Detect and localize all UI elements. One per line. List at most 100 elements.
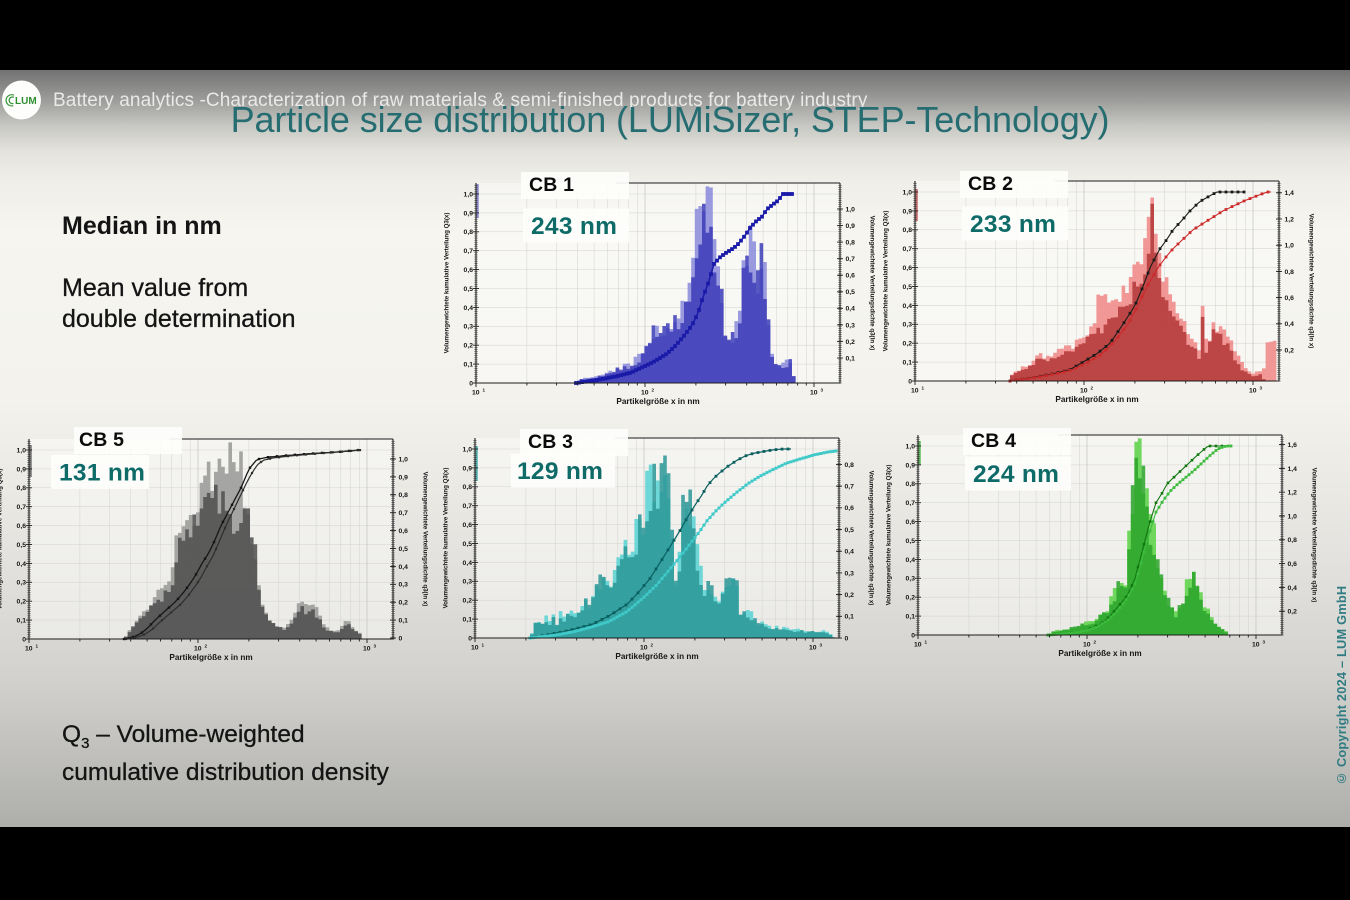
svg-text:0,8: 0,8 — [845, 462, 855, 469]
svg-text:1,0: 1,0 — [399, 456, 409, 463]
svg-text:0,6: 0,6 — [845, 505, 855, 512]
svg-text:Volumengewichtete kumulative V: Volumengewichtete kumulative Verteilung … — [883, 211, 890, 352]
svg-text:0,8: 0,8 — [464, 229, 474, 236]
svg-text:0,9: 0,9 — [464, 210, 474, 217]
svg-text:0,9: 0,9 — [906, 462, 916, 469]
svg-text:0,8: 0,8 — [846, 240, 856, 247]
svg-text:10: 10 — [472, 390, 480, 397]
svg-text:Partikelgröße x in nm: Partikelgröße x in nm — [169, 653, 252, 662]
svg-text:131 nm: 131 nm — [59, 460, 145, 487]
svg-text:0,2: 0,2 — [1288, 609, 1298, 616]
svg-text:0,7: 0,7 — [906, 500, 916, 507]
svg-text:Volumengewichtete Verteilungsd: Volumengewichtete Verteilungsdichte q3(l… — [868, 471, 875, 606]
svg-text:0,8: 0,8 — [399, 492, 409, 499]
svg-text:0,3: 0,3 — [906, 576, 916, 583]
svg-text:0,4: 0,4 — [846, 306, 856, 313]
svg-text:0,1: 0,1 — [399, 618, 409, 625]
svg-text:0,5: 0,5 — [903, 284, 913, 291]
svg-text:CB 4: CB 4 — [971, 430, 1016, 452]
svg-text:0,2: 0,2 — [903, 341, 913, 348]
svg-text:0,4: 0,4 — [1288, 585, 1298, 592]
svg-text:0,1: 0,1 — [906, 614, 916, 621]
svg-text:0,7: 0,7 — [464, 248, 474, 255]
svg-text:3: 3 — [1260, 386, 1263, 391]
svg-text:1,0: 1,0 — [463, 446, 473, 453]
svg-text:10: 10 — [363, 646, 371, 653]
svg-text:0,7: 0,7 — [463, 503, 473, 510]
svg-text:10: 10 — [914, 642, 922, 649]
svg-text:0,2: 0,2 — [17, 599, 27, 606]
svg-text:10: 10 — [641, 390, 649, 397]
svg-text:Volumengewichtete kumulative V: Volumengewichtete kumulative Verteilung … — [444, 213, 451, 354]
svg-text:0: 0 — [468, 635, 472, 642]
svg-text:0,6: 0,6 — [903, 265, 913, 272]
svg-text:0,7: 0,7 — [846, 256, 856, 263]
svg-text:3: 3 — [820, 643, 823, 648]
svg-text:10: 10 — [1083, 642, 1091, 649]
svg-text:2: 2 — [651, 643, 654, 648]
svg-text:3: 3 — [374, 644, 377, 649]
svg-text:10: 10 — [911, 388, 919, 395]
svg-text:0,2: 0,2 — [463, 598, 473, 605]
svg-text:0,4: 0,4 — [17, 561, 27, 568]
svg-text:0,3: 0,3 — [399, 582, 409, 589]
svg-text:0,2: 0,2 — [1285, 347, 1295, 354]
svg-text:2: 2 — [1094, 640, 1097, 645]
svg-text:Volumengewichtete kumulative V: Volumengewichtete kumulative Verteilung … — [443, 468, 450, 609]
svg-text:2: 2 — [205, 644, 208, 649]
svg-text:CB 1: CB 1 — [529, 174, 574, 196]
svg-text:1: 1 — [36, 644, 39, 649]
svg-text:0,5: 0,5 — [17, 542, 27, 549]
svg-text:0,6: 0,6 — [846, 273, 856, 280]
svg-text:Volumengewichtete kumulative V: Volumengewichtete kumulative Verteilung … — [0, 469, 4, 610]
svg-text:0,3: 0,3 — [846, 322, 856, 329]
svg-text:0,2: 0,2 — [845, 592, 855, 599]
svg-text:0,8: 0,8 — [1285, 269, 1295, 276]
svg-text:10: 10 — [1080, 388, 1088, 395]
svg-text:0,4: 0,4 — [1285, 321, 1295, 328]
svg-text:0,6: 0,6 — [1285, 295, 1295, 302]
svg-text:0,3: 0,3 — [463, 579, 473, 586]
svg-text:CB 3: CB 3 — [528, 431, 573, 453]
svg-text:0: 0 — [22, 636, 26, 643]
svg-text:0,5: 0,5 — [463, 541, 473, 548]
svg-text:0,4: 0,4 — [464, 305, 474, 312]
svg-text:0,3: 0,3 — [464, 324, 474, 331]
svg-text:10: 10 — [471, 645, 479, 652]
svg-text:1: 1 — [922, 386, 925, 391]
svg-text:1,0: 1,0 — [464, 191, 474, 198]
svg-text:0,1: 0,1 — [903, 360, 913, 367]
svg-text:0,7: 0,7 — [17, 504, 27, 511]
svg-text:Volumengewichtete kumulative V: Volumengewichtete kumulative Verteilung … — [886, 465, 893, 606]
svg-text:0,4: 0,4 — [845, 549, 855, 556]
svg-text:0,9: 0,9 — [463, 465, 473, 472]
svg-text:1,4: 1,4 — [1288, 466, 1298, 473]
svg-text:CB 2: CB 2 — [968, 173, 1013, 195]
svg-text:1,0: 1,0 — [846, 206, 856, 213]
svg-text:0: 0 — [469, 380, 473, 387]
svg-text:0,6: 0,6 — [464, 267, 474, 274]
svg-text:0,9: 0,9 — [903, 208, 913, 215]
svg-text:0,2: 0,2 — [399, 600, 409, 607]
svg-text:1,4: 1,4 — [1285, 190, 1295, 197]
svg-text:0,2: 0,2 — [464, 343, 474, 350]
svg-text:0,5: 0,5 — [399, 546, 409, 553]
svg-text:LUM: LUM — [15, 96, 37, 107]
svg-text:0,6: 0,6 — [463, 522, 473, 529]
svg-text:10: 10 — [1249, 388, 1257, 395]
svg-text:10: 10 — [809, 645, 817, 652]
svg-text:0,8: 0,8 — [906, 481, 916, 488]
svg-text:0: 0 — [399, 635, 403, 642]
svg-text:0: 0 — [908, 378, 912, 385]
svg-text:3: 3 — [1263, 640, 1266, 645]
svg-text:1,0: 1,0 — [903, 189, 913, 196]
svg-text:0,4: 0,4 — [463, 560, 473, 567]
svg-text:0,7: 0,7 — [399, 510, 409, 517]
svg-text:10: 10 — [25, 646, 33, 653]
svg-text:0,5: 0,5 — [906, 538, 916, 545]
svg-text:0,5: 0,5 — [846, 289, 856, 296]
svg-text:Partikelgröße x in nm: Partikelgröße x in nm — [615, 652, 698, 661]
svg-text:0,1: 0,1 — [17, 618, 27, 625]
svg-text:0,1: 0,1 — [845, 614, 855, 621]
svg-text:0,9: 0,9 — [399, 474, 409, 481]
